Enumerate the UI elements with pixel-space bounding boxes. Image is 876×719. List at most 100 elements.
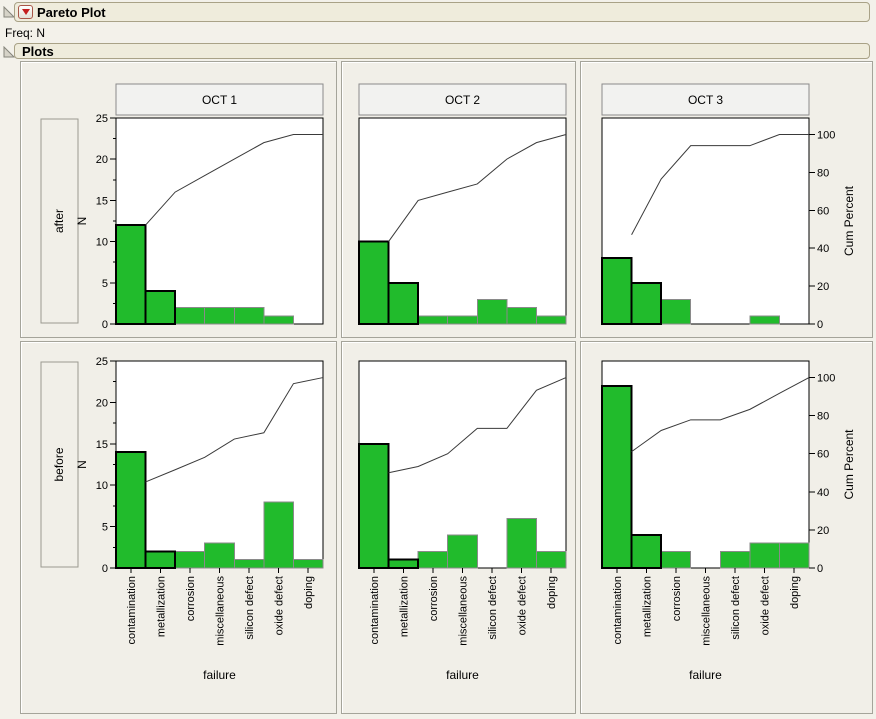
x-axis-label: failure <box>689 668 722 682</box>
bar-oxide-defect[interactable] <box>263 315 294 325</box>
bar-metallization[interactable] <box>630 281 663 326</box>
bar-corrosion[interactable] <box>174 550 206 569</box>
bar-silicon-defect[interactable] <box>233 307 265 325</box>
bar-doping[interactable] <box>778 542 810 569</box>
bar-metallization[interactable] <box>387 558 420 570</box>
bar-contamination[interactable] <box>601 257 633 325</box>
bar-silicon-defect[interactable] <box>233 559 265 569</box>
pareto-chart-after-oct-2: OCT 2 <box>358 83 567 326</box>
y-tick-label: 25 <box>96 356 108 368</box>
right-tick-label: 80 <box>817 167 829 179</box>
bar-contamination[interactable] <box>601 384 633 570</box>
right-tick-label: 60 <box>817 449 829 461</box>
bar-metallization[interactable] <box>144 550 177 570</box>
red-triangle-menu-button[interactable] <box>18 5 33 19</box>
y-tick-label: 0 <box>102 319 108 331</box>
right-tick-label: 80 <box>817 411 829 423</box>
right-tick-label: 100 <box>817 129 835 141</box>
disclosure-triangle-icon[interactable] <box>3 6 15 18</box>
bar-corrosion[interactable] <box>660 550 692 569</box>
bar-silicon-defect[interactable] <box>476 298 508 325</box>
bar-oxide-defect[interactable] <box>263 501 294 569</box>
x-tick-label: silicon defect <box>487 576 499 640</box>
right-axis-label: Cum Percent <box>842 185 856 256</box>
group-title-box <box>115 83 324 116</box>
bar-miscellaneous[interactable] <box>447 315 478 325</box>
right-tick-label: 0 <box>817 563 823 575</box>
bar-corrosion[interactable] <box>174 307 206 325</box>
bar-corrosion[interactable] <box>660 298 692 325</box>
bar-oxide-defect[interactable] <box>506 517 537 569</box>
x-tick-label: metallization <box>398 576 410 637</box>
x-tick-label: contamination <box>612 576 624 645</box>
bar-miscellaneous[interactable] <box>447 534 478 569</box>
bar-metallization[interactable] <box>387 281 420 326</box>
y-tick-label: 5 <box>102 522 108 534</box>
pareto-chart-before-oct-3: 0 20 40 60 80 100 Cum Percent contamination meta… <box>601 360 856 682</box>
cum-percent-line <box>631 133 809 235</box>
bar-contamination[interactable] <box>115 224 147 325</box>
panel-cell-after-oct-2: OCT 2 <box>341 61 576 338</box>
bar-oxide-defect[interactable] <box>749 315 780 325</box>
bar-silicon-defect[interactable] <box>719 550 751 569</box>
plots-section-title: Plots <box>22 44 54 59</box>
group-title-box <box>358 83 567 116</box>
x-tick-label: miscellaneous <box>701 576 713 646</box>
report-title: Pareto Plot <box>37 5 106 20</box>
row-label: after <box>52 209 66 233</box>
y-tick-label: 15 <box>96 439 108 451</box>
x-tick-label: metallization <box>641 576 653 637</box>
cum-percent-line <box>388 133 567 242</box>
x-tick-label: oxide defect <box>274 576 286 635</box>
y-tick-label: 10 <box>96 480 108 492</box>
x-tick-label: metallization <box>155 576 167 637</box>
right-tick-label: 0 <box>817 319 823 331</box>
bar-miscellaneous[interactable] <box>204 307 235 325</box>
bar-contamination[interactable] <box>115 451 147 569</box>
row-label-box <box>40 118 79 324</box>
bar-doping[interactable] <box>535 550 567 569</box>
x-tick-label: miscellaneous <box>215 576 227 646</box>
x-tick-label: corrosion <box>428 576 440 621</box>
cum-percent-line <box>145 377 324 483</box>
bar-doping[interactable] <box>535 315 567 325</box>
x-tick-label: corrosion <box>185 576 197 621</box>
bar-contamination[interactable] <box>358 442 390 569</box>
y-tick-label: 20 <box>96 154 108 166</box>
plot-frame <box>115 117 324 325</box>
right-axis-label: Cum Percent <box>842 429 856 500</box>
left-axis-label: N <box>75 460 89 469</box>
bar-corrosion[interactable] <box>417 550 449 569</box>
disclosure-triangle-icon[interactable] <box>3 46 15 58</box>
x-tick-label: corrosion <box>671 576 683 621</box>
x-tick-label: silicon defect <box>244 576 256 640</box>
bar-contamination[interactable] <box>358 240 390 326</box>
red-triangle-menu-icon <box>21 9 30 15</box>
bar-corrosion[interactable] <box>417 315 449 325</box>
bar-metallization[interactable] <box>630 533 663 570</box>
bar-doping[interactable] <box>292 559 324 569</box>
bar-oxide-defect[interactable] <box>506 307 537 325</box>
bar-oxide-defect[interactable] <box>749 542 780 569</box>
x-tick-label: miscellaneous <box>458 576 470 646</box>
y-tick-label: 10 <box>96 237 108 249</box>
bar-miscellaneous[interactable] <box>204 542 235 569</box>
pareto-chart-before-oct-2: contamination metallization corrosion misce… <box>358 360 567 682</box>
x-tick-label: doping <box>303 576 315 609</box>
row-label: before <box>52 447 66 481</box>
panel-cell-after-oct-1: OCT 1 after 0 5 10 15 20 25 N <box>20 61 337 338</box>
group-title: OCT 2 <box>445 93 480 107</box>
right-tick-label: 100 <box>817 373 835 385</box>
x-tick-label: contamination <box>369 576 381 645</box>
bar-metallization[interactable] <box>144 290 177 325</box>
group-title: OCT 1 <box>202 93 237 107</box>
y-tick-label: 15 <box>96 195 108 207</box>
pareto-plot-outline-bar: Pareto Plot <box>14 2 870 22</box>
right-tick-label: 40 <box>817 243 829 255</box>
x-tick-label: silicon defect <box>730 576 742 640</box>
y-tick-label: 20 <box>96 397 108 409</box>
x-tick-label: doping <box>546 576 558 609</box>
x-axis-label: failure <box>446 668 479 682</box>
